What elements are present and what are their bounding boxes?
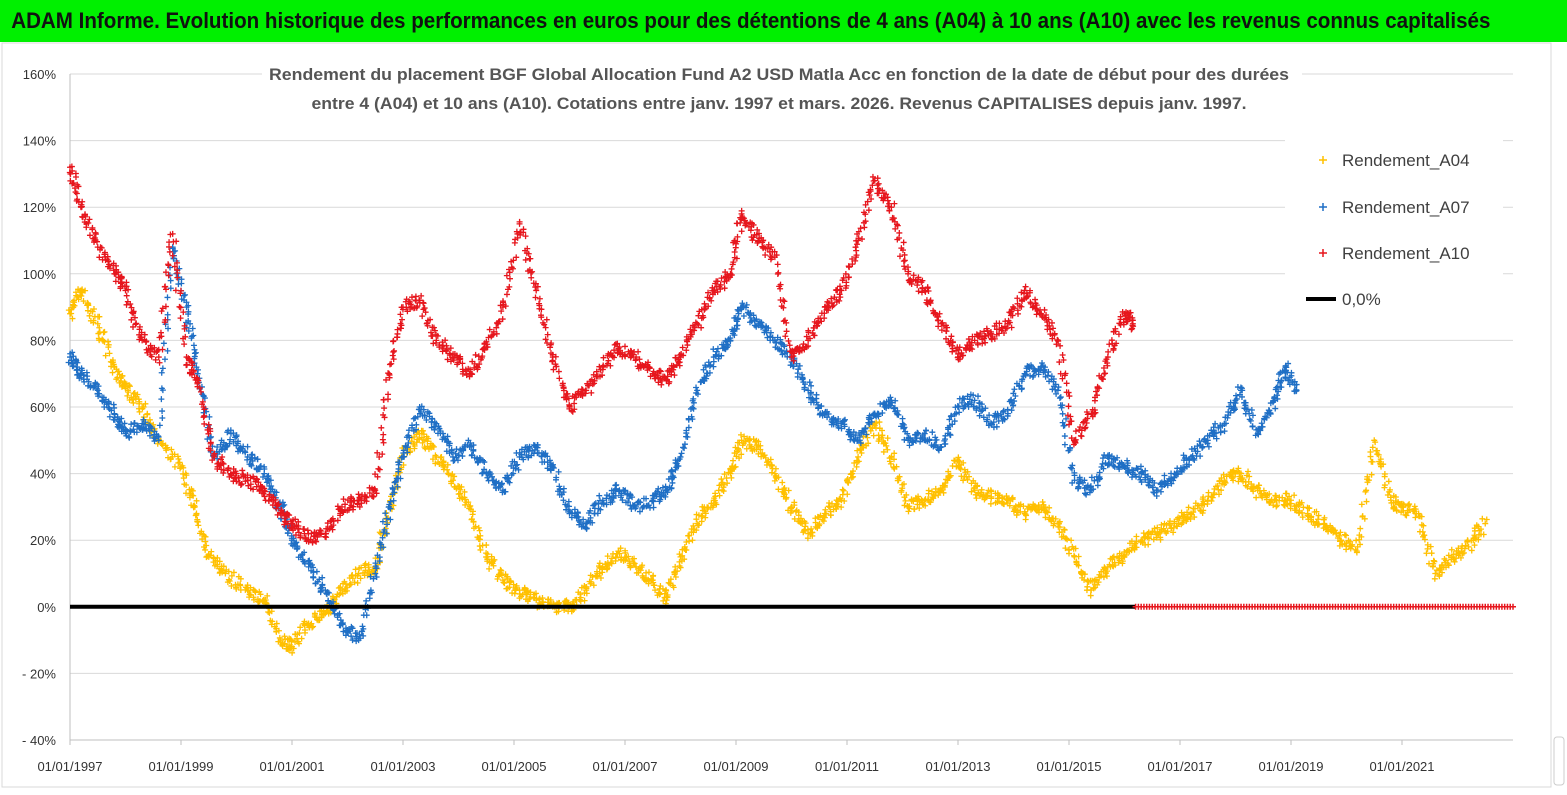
y-tick-label: - 40%: [22, 733, 56, 748]
y-tick-label: - 20%: [22, 666, 56, 681]
y-tick-label: 60%: [30, 400, 56, 415]
x-tick-label: 01/01/1999: [148, 759, 213, 774]
x-tick-label: 01/01/2011: [815, 759, 879, 774]
y-tick-label: 160%: [23, 67, 57, 82]
y-tick-label: 40%: [30, 467, 56, 482]
banner-title: ADAM Informe. Evolution historique des p…: [0, 0, 1567, 42]
x-tick-label: 01/01/2003: [370, 759, 435, 774]
y-tick-label: 20%: [30, 533, 56, 548]
y-tick-label: 140%: [23, 134, 57, 149]
chart-area: - 40% - 20% 0% 20% 40% 60% 80% 100% 120% 140% 160%…: [0, 42, 1567, 790]
x-tick-label: 01/01/2021: [1369, 759, 1434, 774]
x-tick-label: 01/01/2019: [1258, 759, 1323, 774]
y-tick-label: 100%: [23, 267, 57, 282]
x-tick-label: 01/01/2005: [481, 759, 546, 774]
x-tick-label: 01/01/2001: [259, 759, 324, 774]
scatter-chart: - 40% - 20% 0% 20% 40% 60% 80% 100% 120% 140% 160%…: [0, 42, 1567, 790]
y-tick-label: 120%: [23, 200, 57, 215]
y-tick-label: 0%: [37, 600, 56, 615]
x-tick-label: 01/01/2017: [1147, 759, 1212, 774]
x-tick-label: 01/01/2009: [703, 759, 768, 774]
x-tick-label: 01/01/2013: [925, 759, 990, 774]
y-tick-label: 80%: [30, 333, 56, 348]
x-tick-label: 01/01/2007: [592, 759, 657, 774]
x-tick-label: 01/01/2015: [1036, 759, 1101, 774]
banner-text: ADAM Informe. Evolution historique des p…: [0, 0, 1465, 42]
x-tick-label: 01/01/1997: [37, 759, 102, 774]
